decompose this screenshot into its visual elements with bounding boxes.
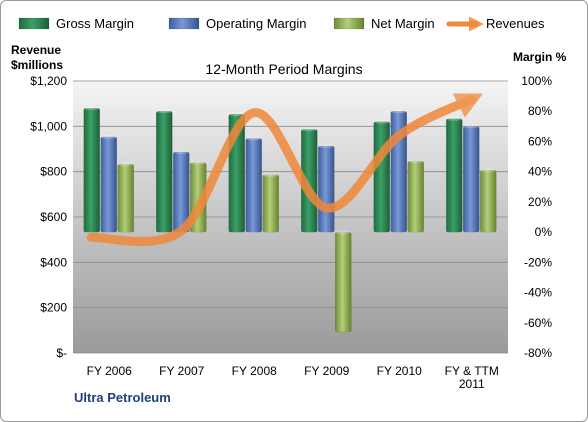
category-label: FY & TTM	[445, 364, 499, 378]
right-tick-label: -40%	[524, 286, 552, 300]
bar-cap	[301, 127, 318, 132]
category-label: FY 2009	[304, 364, 349, 378]
bar-gross-margin	[83, 107, 100, 233]
bar-cap	[173, 150, 190, 155]
bar-operating-margin	[318, 145, 335, 233]
right-tick-label: 80%	[528, 104, 552, 118]
right-tick-label: 60%	[528, 134, 552, 148]
bar-cap	[262, 172, 279, 177]
right-tick-label: -80%	[524, 346, 552, 360]
bar-cap	[373, 119, 390, 124]
bar-cap	[446, 116, 463, 121]
category-label: 2011	[459, 377, 485, 391]
bar-cap	[407, 159, 424, 164]
axis-ticks: $- $200 $400 $600 $800 $1,000 $1,200 -80% -60% -4…	[30, 74, 552, 391]
legend-swatch-gross-margin	[18, 17, 50, 30]
right-tick-label: 40%	[528, 165, 552, 179]
legend-label: Net Margin	[371, 16, 435, 31]
bar-cap	[100, 134, 117, 139]
bar-gross-margin	[446, 118, 463, 233]
bar-gross-margin	[373, 121, 390, 233]
right-tick-label: 100%	[521, 74, 552, 88]
bar-cap	[318, 143, 335, 148]
bar-cap	[480, 168, 497, 173]
right-tick-label: -60%	[524, 316, 552, 330]
left-axis-title-line2: $millions	[11, 58, 63, 72]
bar-series	[83, 106, 497, 333]
right-tick-label: 0%	[535, 225, 553, 239]
left-tick-label: $400	[40, 255, 67, 269]
bar-operating-margin	[100, 136, 117, 233]
bar-operating-margin	[245, 138, 262, 233]
legend-label: Revenues	[486, 16, 545, 31]
bar-cap	[245, 136, 262, 141]
left-tick-label: $200	[40, 301, 67, 315]
bar-net-margin	[407, 160, 424, 233]
bar-net-margin	[480, 169, 497, 233]
legend: Gross Margin Operating Margin Net Margin Re…	[18, 16, 545, 32]
legend-swatch-net-margin	[333, 17, 365, 30]
category-label: FY 2007	[159, 364, 204, 378]
legend-label: Gross Margin	[56, 16, 134, 31]
bar-cap	[390, 109, 407, 114]
left-tick-label: $600	[40, 210, 67, 224]
revenues-line	[86, 93, 484, 247]
bar-operating-margin	[463, 126, 480, 233]
bar-gross-margin	[156, 110, 173, 233]
left-tick-label: $1,000	[30, 119, 67, 133]
chart-title: 12-Month Period Margins	[205, 61, 362, 77]
category-label: FY 2010	[377, 364, 422, 378]
bar-net-margin	[335, 231, 352, 333]
bar-net-margin	[117, 163, 134, 233]
legend-swatch-operating-margin	[168, 17, 200, 30]
bar-cap	[117, 162, 134, 167]
bar-cap	[83, 106, 100, 111]
right-tick-label: 20%	[528, 195, 552, 209]
bar-cap	[335, 230, 352, 235]
left-tick-label: $-	[56, 346, 67, 360]
legend-label: Operating Margin	[206, 16, 306, 31]
revenue-line	[86, 93, 484, 247]
category-label: FY 2006	[87, 364, 132, 378]
gridlines	[73, 80, 508, 354]
right-axis-title: Margin %	[513, 50, 567, 64]
left-tick-label: $800	[40, 165, 67, 179]
bar-cap	[190, 160, 207, 165]
left-axis-title-line1: Revenue	[11, 43, 61, 57]
category-label: FY 2008	[232, 364, 277, 378]
bar-cap	[463, 124, 480, 129]
bar-cap	[228, 112, 245, 117]
company-name: Ultra Petroleum	[74, 390, 171, 405]
left-tick-label: $1,200	[30, 74, 67, 88]
bar-cap	[156, 109, 173, 114]
right-tick-label: -20%	[524, 255, 552, 269]
bar-net-margin	[262, 174, 279, 233]
